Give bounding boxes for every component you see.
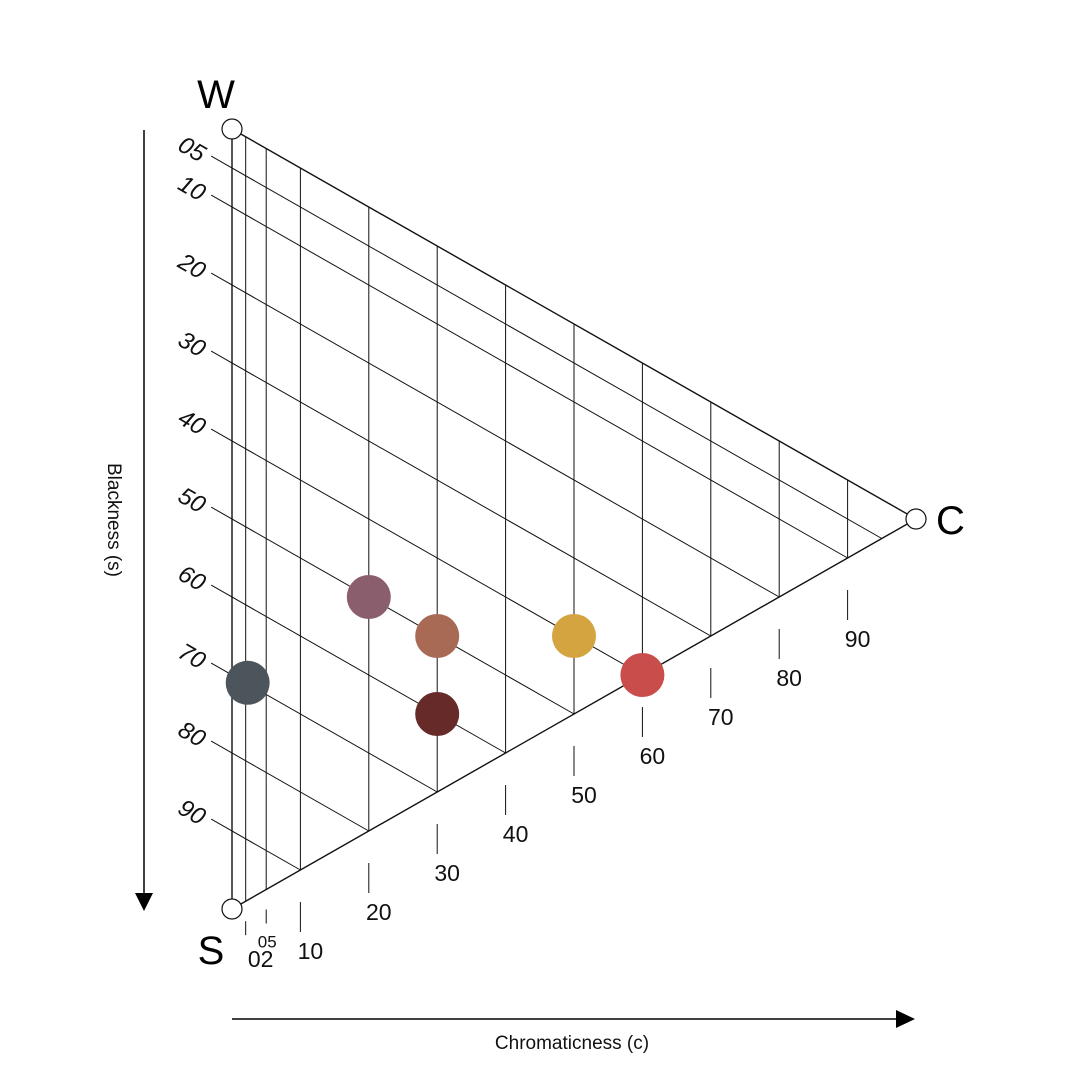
blackness-gridline xyxy=(210,194,848,559)
blackness-tick-label: 05 xyxy=(173,131,210,168)
chromaticness-tick-label: 60 xyxy=(640,743,666,769)
chromaticness-tick-label: 80 xyxy=(776,665,802,691)
white-vertex-marker xyxy=(221,118,243,140)
blackness-tick-label: 40 xyxy=(173,404,210,441)
chromaticness-tick-label: 10 xyxy=(298,938,324,964)
triangle-edges xyxy=(231,127,918,911)
blackness-tick-label: 10 xyxy=(173,170,210,207)
blackness-gridline xyxy=(210,272,780,598)
triangle-outline xyxy=(231,127,918,911)
chromaticness-tick-label: 40 xyxy=(503,821,529,847)
color-sample-dot xyxy=(346,575,391,619)
blackness-arrowhead xyxy=(135,893,153,911)
blackness-gridline xyxy=(210,584,506,754)
chromatic-vertex-marker xyxy=(905,508,927,530)
blackness-tick-label: 30 xyxy=(173,326,210,363)
black-vertex-marker xyxy=(221,898,243,920)
triangle-grid xyxy=(210,136,883,902)
color-samples xyxy=(225,575,665,736)
chromaticness-tick-label: 90 xyxy=(845,626,871,652)
blackness-gridline xyxy=(210,350,712,637)
chromaticness-tick-label: 50 xyxy=(571,782,597,808)
blackness-gridline xyxy=(210,506,575,715)
color-sample-dot xyxy=(415,614,460,658)
blackness-tick-label: 20 xyxy=(173,248,211,286)
color-sample-dot xyxy=(620,653,665,697)
blackness-axis-title: Blackness (s) xyxy=(103,463,124,577)
chromaticness-tick-label: 05 xyxy=(258,933,277,952)
color-sample-dot xyxy=(415,692,460,736)
blackness-tick-label: 60 xyxy=(173,560,210,597)
chromatic-vertex-label: C xyxy=(936,499,965,543)
chromaticness-tick-label: 20 xyxy=(366,899,392,925)
chromaticness-tick-label: 30 xyxy=(434,860,460,886)
chromaticness-axis-title: Chromaticness (c) xyxy=(495,1033,649,1054)
blackness-tick-label: 50 xyxy=(173,482,210,519)
chromaticness-tick-label: 70 xyxy=(708,704,734,730)
blackness-gridline xyxy=(210,818,301,871)
chromaticness-arrowhead xyxy=(896,1010,915,1028)
black-vertex-label: S xyxy=(198,929,225,973)
color-sample-dot xyxy=(225,660,270,705)
color-sample-dot xyxy=(552,614,596,658)
blackness-tick-label: 90 xyxy=(173,794,210,831)
blackness-tick-label: 70 xyxy=(173,638,210,675)
white-vertex-label: W xyxy=(197,73,235,117)
blackness-gridline xyxy=(210,155,883,539)
blackness-tick-label: 80 xyxy=(173,716,210,753)
blackness-gridline xyxy=(210,740,370,832)
chromaticness-tick-label: 02 xyxy=(248,946,274,972)
